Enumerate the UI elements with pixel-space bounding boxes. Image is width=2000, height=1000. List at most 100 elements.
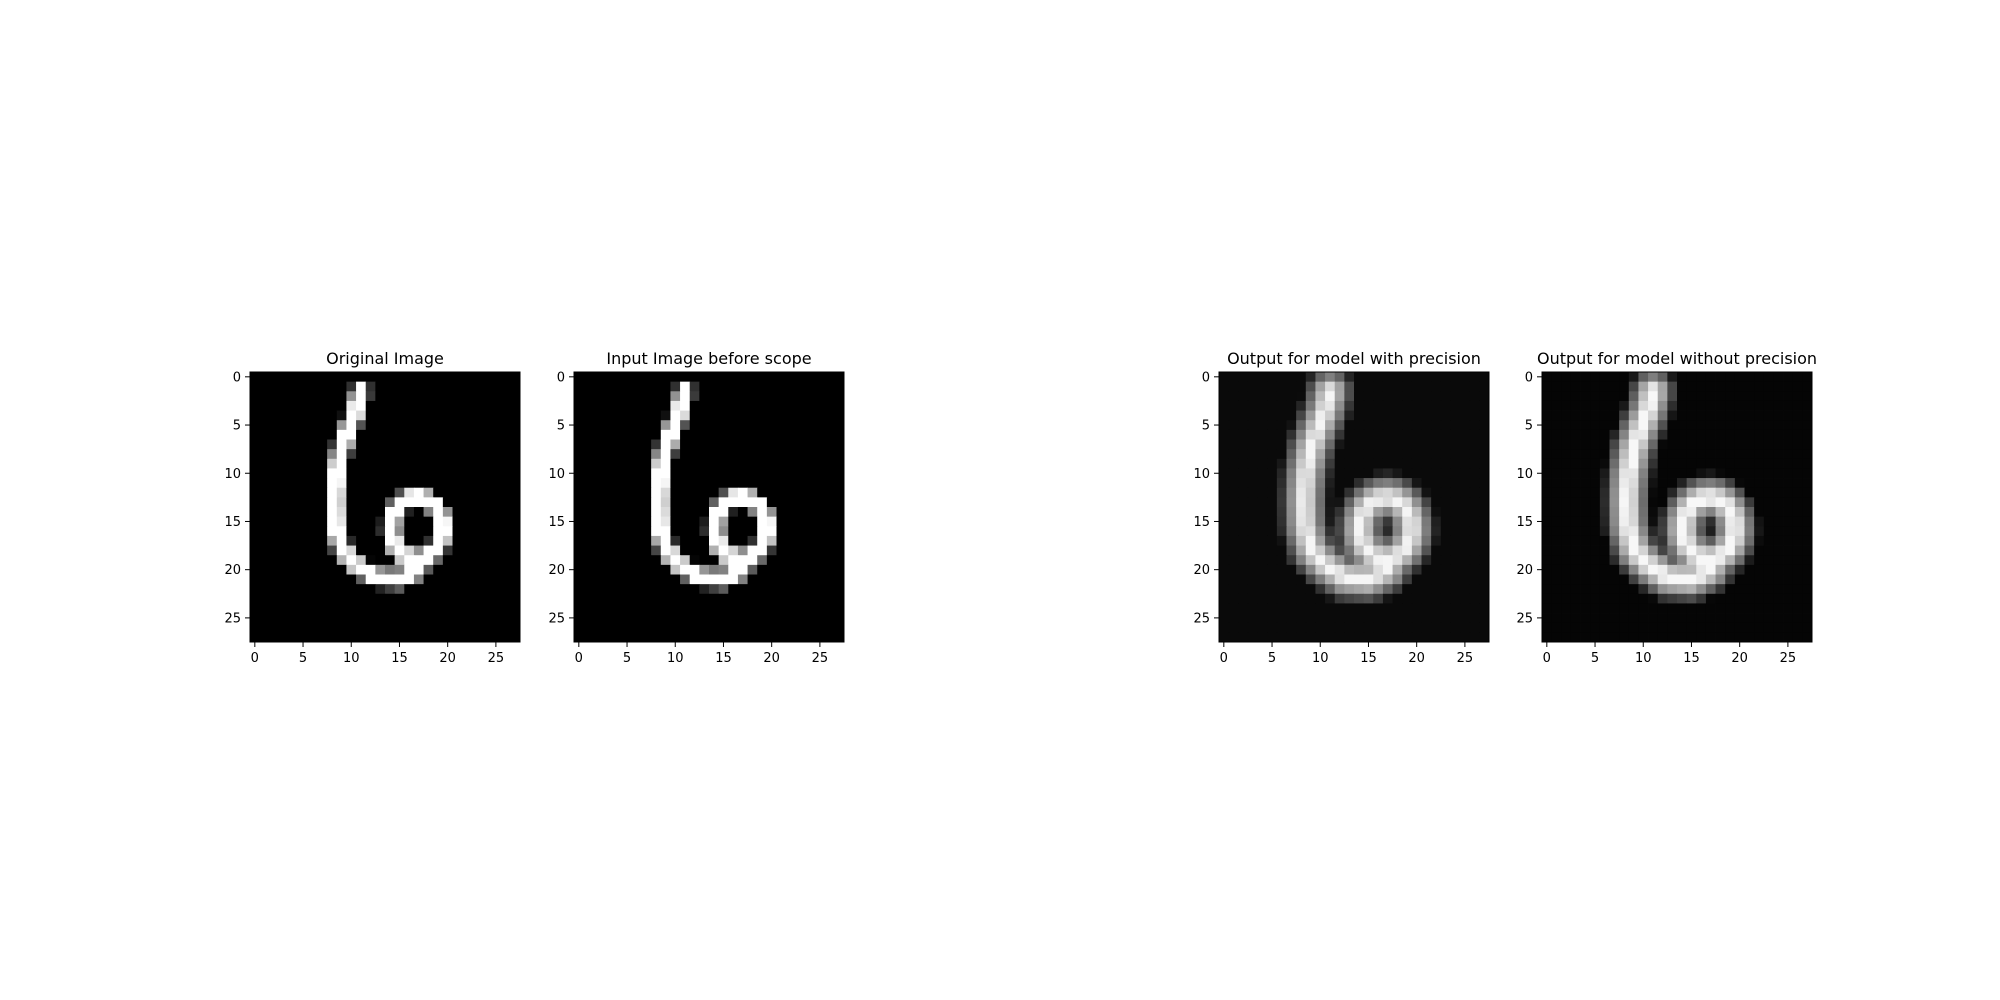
pixel-cell — [1619, 584, 1630, 595]
pixel-cell — [670, 535, 681, 546]
pixel-cell — [786, 632, 797, 643]
pixel-cell — [1228, 468, 1239, 479]
pixel-cell — [1763, 458, 1774, 469]
pixel-cell — [1219, 574, 1230, 585]
pixel-cell — [1219, 372, 1230, 383]
pixel-cell — [1542, 613, 1553, 624]
pixel-cell — [709, 439, 720, 450]
pixel-cell — [631, 497, 642, 508]
pixel-cell — [1725, 487, 1736, 498]
pixel-cell — [1580, 372, 1591, 383]
pixel-cell — [766, 545, 777, 556]
pixel-cell — [1638, 478, 1649, 489]
pixel-cell — [1257, 487, 1268, 498]
pixel-cell — [1561, 381, 1572, 392]
pixel-cell — [336, 603, 347, 614]
pixel-cell — [1219, 535, 1230, 546]
pixel-cell — [1773, 507, 1784, 518]
pixel-cell — [1570, 439, 1581, 450]
pixel-cell — [500, 478, 511, 489]
pixel-cell — [1773, 420, 1784, 431]
pixel-cell — [259, 535, 270, 546]
pixel-cell — [602, 497, 613, 508]
pixel-cell — [612, 478, 623, 489]
pixel-cell — [1628, 478, 1639, 489]
pixel-cell — [356, 381, 367, 392]
pixel-cell — [1561, 400, 1572, 411]
pixel-cell — [1686, 603, 1697, 614]
pixel-cell — [737, 632, 748, 643]
pixel-cell — [491, 526, 502, 537]
pixel-cell — [481, 507, 492, 518]
pixel-cell — [462, 487, 473, 498]
pixel-cell — [786, 439, 797, 450]
pixel-cell — [1619, 632, 1630, 643]
pixel-cell — [394, 507, 405, 518]
pixel-cell — [728, 516, 739, 527]
pixel-cell — [278, 410, 289, 421]
pixel-cell — [1411, 622, 1422, 633]
pixel-cell — [307, 622, 318, 633]
pixel-cell — [442, 545, 453, 556]
pixel-cell — [1411, 535, 1422, 546]
pixel-cell — [356, 564, 367, 575]
pixel-cell — [574, 593, 585, 604]
pixel-cell — [1334, 420, 1345, 431]
pixel-cell — [1580, 584, 1591, 595]
pixel-cell — [481, 410, 492, 421]
pixel-cell — [1286, 410, 1297, 421]
pixel-cell — [423, 526, 434, 537]
pixel-cell — [1542, 458, 1553, 469]
pixel-cell — [834, 372, 845, 383]
pixel-cell — [307, 535, 318, 546]
pixel-cell — [1363, 487, 1374, 498]
pixel-cell — [1783, 564, 1794, 575]
pixel-cell — [375, 449, 386, 460]
pixel-cell — [1667, 622, 1678, 633]
pixel-cell — [728, 574, 739, 585]
pixel-cell — [1734, 449, 1745, 460]
pixel-cell — [1773, 410, 1784, 421]
pixel-cell — [269, 410, 280, 421]
pixel-cell — [1619, 545, 1630, 556]
pixel-cell — [356, 372, 367, 383]
pixel-cell — [1460, 400, 1471, 411]
pixel-cell — [452, 381, 463, 392]
pixel-cell — [1715, 372, 1726, 383]
pixel-cell — [689, 372, 700, 383]
pixel-cell — [737, 574, 748, 585]
pixel-cell — [1296, 507, 1307, 518]
pixel-cell — [1648, 622, 1659, 633]
pixel-cell — [1744, 372, 1755, 383]
pixel-cell — [1296, 564, 1307, 575]
pixel-cell — [747, 429, 758, 440]
pixel-cell — [737, 429, 748, 440]
pixel-cell — [452, 410, 463, 421]
pixel-cell — [1638, 507, 1649, 518]
pixel-cell — [786, 584, 797, 595]
pixel-cell — [1382, 622, 1393, 633]
pixel-cell — [471, 497, 482, 508]
pixel-cell — [481, 487, 492, 498]
pixel-cell — [356, 632, 367, 643]
pixel-cell — [689, 603, 700, 614]
pixel-cell — [602, 603, 613, 614]
pixel-cell — [1734, 429, 1745, 440]
pixel-cell — [660, 564, 671, 575]
pixel-cell — [728, 545, 739, 556]
pixel-cell — [1431, 516, 1442, 527]
pixel-cell — [1411, 603, 1422, 614]
pixel-cell — [413, 603, 424, 614]
pixel-cell — [433, 526, 444, 537]
pixel-cell — [365, 497, 376, 508]
pixel-cell — [1363, 449, 1374, 460]
pixel-cell — [336, 622, 347, 633]
pixel-cell — [307, 449, 318, 460]
pixel-cell — [259, 516, 270, 527]
pixel-cell — [404, 584, 415, 595]
pixel-cell — [413, 391, 424, 402]
pixel-cell — [259, 584, 270, 595]
pixel-cell — [1570, 507, 1581, 518]
pixel-cell — [1648, 497, 1659, 508]
pixel-cell — [1715, 497, 1726, 508]
